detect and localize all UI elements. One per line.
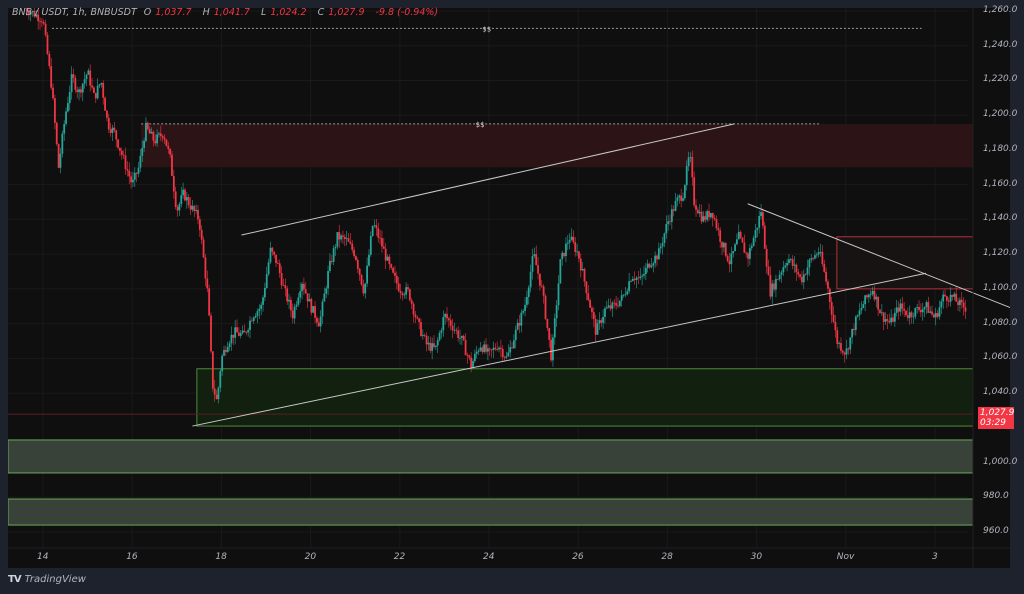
- ohlc-close: C 1,027.9: [317, 7, 365, 18]
- channel-bottom-trendline[interactable]: [192, 272, 927, 427]
- ohlc-open: O 1,037.7: [143, 7, 192, 18]
- price-tick-label: 1,220.0: [983, 74, 1018, 85]
- price-tick-label: 960.0: [983, 526, 1009, 536]
- price-tick-label: 1,060.0: [983, 352, 1018, 363]
- last-price: 1,027.9: [980, 408, 1015, 418]
- supply-zone[interactable]: [141, 123, 973, 168]
- price-tick-label: 1,200.0: [983, 109, 1018, 120]
- time-tick-label: 30: [750, 552, 763, 562]
- liquidity-label: $$: [482, 25, 491, 33]
- price-tick-label: 1,000.0: [983, 456, 1018, 467]
- time-tick-label: 14: [37, 552, 49, 562]
- symbol-label[interactable]: BNB / USDT, 1h, BNBUSDT: [12, 7, 137, 18]
- time-tick-label: 26: [572, 552, 584, 562]
- price-tick-label: 1,160.0: [983, 178, 1018, 189]
- price-tick-label: 1,100.0: [983, 282, 1018, 293]
- liquidity-label: $$: [476, 121, 485, 129]
- time-tick-label: 22: [393, 552, 406, 562]
- demand-zone[interactable]: [8, 439, 974, 474]
- tradingview-logo-icon: TV: [8, 574, 22, 585]
- price-tick-label: 1,260.0: [983, 5, 1018, 15]
- time-tick-label: 16: [126, 552, 138, 562]
- demand-zone[interactable]: [8, 498, 974, 526]
- channel-top-trendline[interactable]: [241, 123, 735, 236]
- price-tick-label: 980.0: [983, 491, 1009, 502]
- time-tick-label: 28: [661, 552, 673, 562]
- price-tick-label: 1,140.0: [983, 213, 1018, 224]
- time-tick-label: Nov: [836, 552, 855, 562]
- candles: [24, 8, 967, 404]
- ohlc-high: H 1,041.7: [202, 7, 250, 18]
- ohlc-low: L 1,024.2: [261, 7, 307, 18]
- price-tick-label: 1,120.0: [983, 248, 1018, 259]
- time-tick-label: 3: [932, 552, 938, 562]
- time-tick-label: 18: [215, 552, 227, 562]
- time-tick-label: 20: [304, 552, 317, 562]
- symbol-legend: BNB / USDT, 1h, BNBUSDT O 1,037.7 H 1,041.…: [12, 7, 442, 18]
- price-tick-label: 1,240.0: [983, 39, 1018, 50]
- tradingview-branding[interactable]: TV TradingView: [8, 574, 86, 585]
- time-tick-label: 24: [483, 552, 495, 562]
- bar-countdown: 03:29: [980, 418, 1006, 428]
- last-price-tag: 1,027.9 03:29: [978, 407, 1014, 429]
- chart-frame[interactable]: $$ $$: [8, 8, 1010, 568]
- brand-name: TradingView: [24, 574, 86, 585]
- ohlc-change: -9.8 (-0.94%): [375, 7, 439, 18]
- price-tick-label: 1,040.0: [983, 387, 1018, 398]
- price-tick-label: 1,080.0: [983, 317, 1018, 328]
- candlestick-chart[interactable]: $$ $$: [8, 8, 1010, 568]
- supply-zone[interactable]: [836, 236, 974, 290]
- demand-zone[interactable]: [196, 368, 974, 427]
- price-tick-label: 1,180.0: [983, 143, 1018, 154]
- descending-resistance-trendline[interactable]: [747, 203, 1010, 319]
